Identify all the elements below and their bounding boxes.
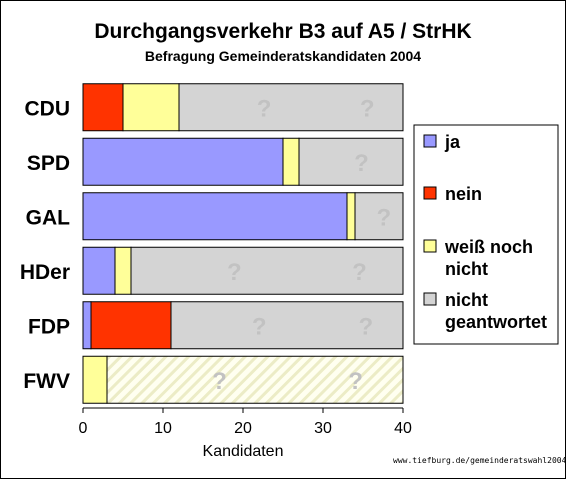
question-mark-gal: ? [376, 204, 391, 231]
bar-hder-nicht-geantwortet [130, 246, 404, 295]
bar-fwv-weiss-noch-nicht [82, 355, 108, 404]
bar-cdu-weiss-noch-nicht [122, 83, 180, 132]
bar-fdp-nicht-geantwortet [170, 301, 404, 350]
x-tick-label-30: 30 [314, 420, 332, 437]
legend-label-weiss-noch-nicht-line1: weiß noch [444, 237, 533, 257]
category-label-fwv: FWV [23, 370, 70, 393]
question-mark-fdp-1: ? [252, 313, 267, 340]
bar-spd-weiss-noch-nicht [282, 137, 300, 186]
legend-label-weiss-noch-nicht-line2: nicht [445, 259, 488, 279]
x-tick-label-20: 20 [234, 420, 252, 437]
bar-cdu-nicht-geantwortet [178, 83, 404, 132]
category-label-fdp: FDP [28, 315, 70, 338]
x-axis-label: Kandidaten [203, 443, 284, 460]
question-mark-hder-2: ? [352, 259, 367, 286]
x-tick-label-0: 0 [79, 420, 88, 437]
bar-fdp-ja [82, 301, 92, 350]
question-mark-hder-1: ? [227, 259, 242, 286]
category-label-hder: HDer [20, 261, 70, 284]
legend-swatch-nicht-geantwortet [423, 292, 437, 306]
question-mark-spd: ? [354, 150, 369, 177]
question-mark-fwv-2: ? [348, 368, 363, 395]
bar-spd-ja [82, 137, 284, 186]
bar-fdp-nein [90, 301, 172, 350]
question-mark-cdu-1: ? [257, 95, 272, 122]
bar-gal-ja [82, 192, 348, 241]
x-tick-label-40: 40 [394, 420, 412, 437]
category-label-gal: GAL [26, 206, 71, 229]
bar-gal-weiss-noch-nicht [346, 192, 356, 241]
category-label-cdu: CDU [25, 97, 71, 120]
bar-hder-weiss-noch-nicht [114, 246, 132, 295]
chart-subtitle: Befragung Gemeinderatskandidaten 2004 [144, 48, 422, 64]
x-tick-label-10: 10 [154, 420, 172, 437]
legend-label-nicht-geantwortet-line2: geantwortet [445, 312, 547, 332]
bar-cdu-nein [82, 83, 124, 132]
x-axis: 0 10 20 30 40 Kandidaten [79, 407, 412, 460]
source-note: www.tiefburg.de/gemeinderatswahl2004.ht [393, 456, 566, 465]
category-label-spd: SPD [27, 152, 70, 175]
legend-label-nicht-geantwortet-line1: nicht [445, 290, 488, 310]
legend-swatch-weiss-noch-nicht [423, 239, 437, 253]
bar-fwv-nicht-geantwortet [106, 355, 404, 404]
bar-spd-nicht-geantwortet [298, 137, 404, 186]
bar-hder-ja [82, 246, 116, 295]
legend-swatch-nein [423, 186, 437, 200]
question-mark-fwv-1: ? [212, 368, 227, 395]
plot-area: CDU? ? SPD ? GAL ? HDer? ? FDP? ? FWV?? [20, 83, 404, 404]
question-mark-cdu-2: ? [360, 95, 375, 122]
legend-label-ja: ja [444, 132, 461, 152]
legend-box [413, 124, 559, 345]
question-mark-fdp-2: ? [359, 313, 374, 340]
chart-title: Durchgangsverkehr B3 auf A5 / StrHK [94, 20, 472, 43]
legend-label-nein: nein [445, 184, 482, 204]
legend-swatch-ja [423, 134, 437, 148]
bar-gal-nicht-geantwortet [354, 192, 404, 241]
